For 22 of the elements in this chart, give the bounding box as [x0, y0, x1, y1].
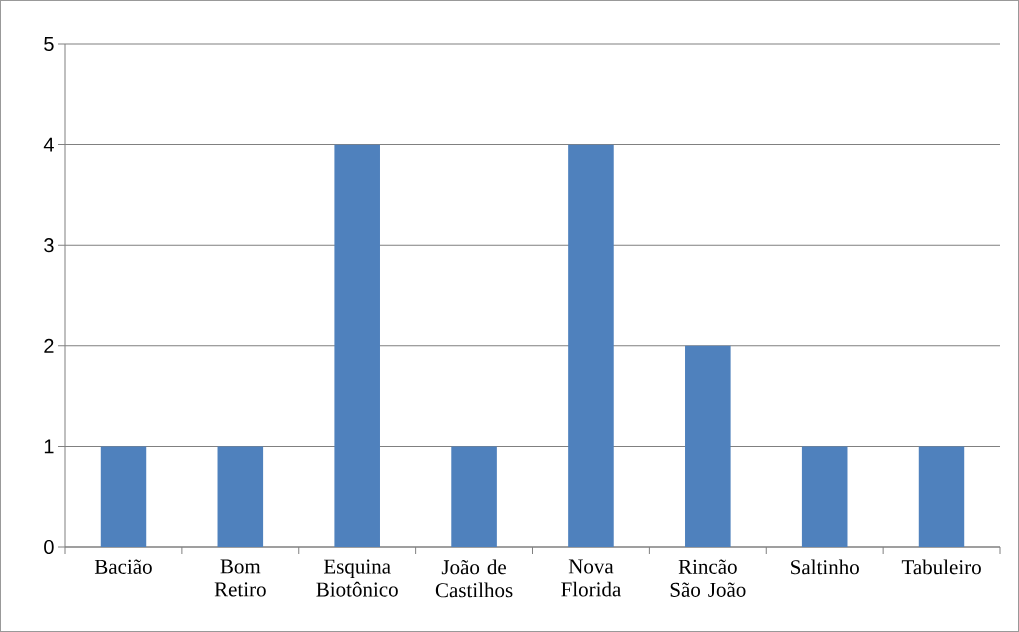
x-tick-label: Rincão São João	[670, 559, 746, 597]
bar	[685, 345, 731, 547]
x-tick-label: Bacião	[94, 559, 152, 574]
x-tick-label: Esquina Biotônico	[316, 559, 398, 597]
y-tick-label: 0	[44, 539, 54, 555]
x-tick-label: João de Castilhos	[435, 559, 513, 598]
x-tick-label: Tabuleiro	[901, 559, 981, 575]
bar	[568, 144, 614, 547]
bar	[334, 144, 380, 547]
bar	[918, 446, 965, 547]
x-tick-label: Saltinho	[791, 559, 859, 575]
x-tick-label: Bom Retiro	[214, 559, 266, 597]
x-tick-label: Nova Florida	[561, 559, 621, 597]
y-tick-label: 4	[43, 137, 54, 152]
y-tick-label: 5	[44, 37, 54, 51]
y-tick-label: 2	[44, 338, 54, 353]
y-tick-label: 1	[44, 439, 54, 454]
y-tick-label: 3	[44, 238, 54, 253]
bar	[451, 446, 497, 547]
bar	[100, 446, 147, 547]
bar	[801, 446, 848, 547]
bar	[217, 446, 264, 547]
